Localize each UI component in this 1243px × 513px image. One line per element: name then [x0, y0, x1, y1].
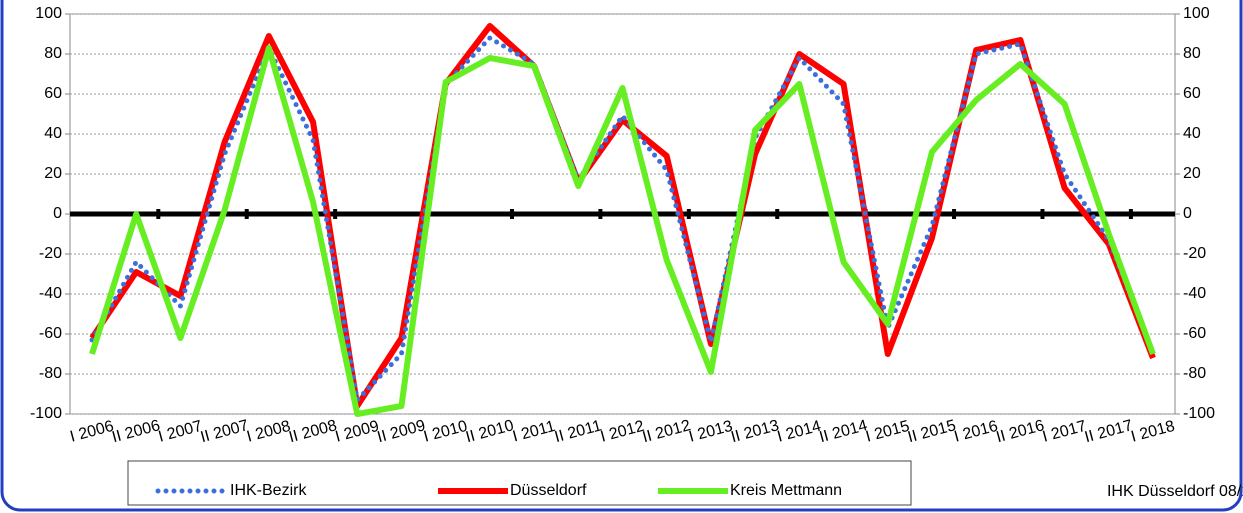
y-tick-label: 80 — [44, 45, 62, 62]
y-tick-label: -80 — [39, 365, 62, 382]
x-tick-label: I 2015 — [864, 418, 911, 446]
y-tick-label: -100 — [30, 405, 62, 422]
y2-tick-label: -100 — [1183, 405, 1215, 422]
legend-box — [127, 460, 912, 506]
y2-tick-label: 0 — [1183, 205, 1192, 222]
x-tick-label: II 2010 — [464, 417, 516, 446]
source: IHK Düsseldorf 08/18 — [1107, 483, 1243, 500]
x-tick-label: I 2012 — [599, 418, 646, 446]
x-tick-label: I 2009 — [333, 418, 380, 446]
y2-tick-label: 20 — [1183, 165, 1201, 182]
x-tick-label: I 2013 — [687, 418, 734, 446]
x-tick-label: I 2017 — [1041, 418, 1088, 446]
x-tick-label: II 2011 — [553, 417, 604, 446]
x-tick-label: II 2014 — [818, 417, 870, 446]
x-tick-label: I 2011 — [511, 418, 557, 446]
y-tick-label: 40 — [44, 125, 62, 142]
series-line — [89, 45, 1156, 417]
x-tick-label: II 2015 — [906, 417, 958, 446]
x-tick-label: II 2009 — [376, 417, 428, 446]
x-tick-label: II 2007 — [199, 417, 251, 446]
y2-tick-label: 80 — [1183, 45, 1201, 62]
legend-label: IHK-Bezirk — [230, 482, 307, 499]
y-tick-label: -40 — [39, 285, 62, 302]
x-tick-label: I 2010 — [422, 418, 469, 446]
x-tick-label: II 2013 — [729, 417, 781, 446]
x-tick-label: II 2012 — [641, 417, 693, 446]
y2-tick-label: -60 — [1183, 325, 1206, 342]
x-tick-label: II 2008 — [287, 417, 339, 446]
legend-label: Düsseldorf — [510, 482, 587, 499]
y-tick-label: 100 — [35, 5, 62, 22]
x-tick-label: II 2006 — [110, 417, 162, 446]
x-tick-label: I 2007 — [157, 418, 204, 446]
y2-tick-label: 40 — [1183, 125, 1201, 142]
series-line — [89, 23, 1156, 409]
y2-tick-label: -40 — [1183, 285, 1206, 302]
y-tick-label: -20 — [39, 245, 62, 262]
x-tick-label: I 2008 — [245, 418, 292, 446]
legend-label: Kreis Mettmann — [730, 482, 842, 499]
x-tick-label: I 2006 — [68, 418, 115, 446]
y2-tick-label: -20 — [1183, 245, 1206, 262]
y2-tick-label: 60 — [1183, 85, 1201, 102]
y2-tick-label: 100 — [1183, 5, 1210, 22]
y-tick-label: 20 — [44, 165, 62, 182]
x-tick-label: II 2016 — [994, 417, 1046, 446]
x-tick-label: I 2016 — [952, 418, 999, 446]
y-tick-label: 0 — [53, 205, 62, 222]
x-tick-label: I 2014 — [776, 418, 823, 446]
x-tick-label: I 2018 — [1129, 418, 1176, 446]
y-tick-label: -60 — [39, 325, 62, 342]
y2-tick-label: -80 — [1183, 365, 1206, 382]
y-tick-label: 60 — [44, 85, 62, 102]
x-tick-label: II 2017 — [1083, 417, 1135, 446]
